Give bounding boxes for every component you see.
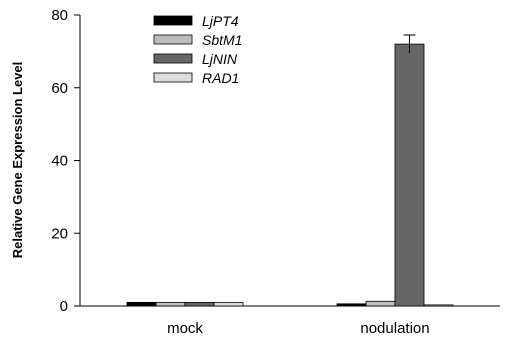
- y-axis-title: Relative Gene Expression Level: [10, 62, 25, 259]
- legend-swatch: [153, 15, 193, 26]
- legend-label: RAD1: [202, 70, 239, 86]
- bar-LjNIN-mock: [184, 301, 215, 307]
- bar-SbtM1-mock: [155, 301, 186, 307]
- category-labels: mock nodulation: [167, 320, 430, 337]
- bar-RAD1-nodulation: [423, 304, 454, 307]
- x-category-label: mock: [167, 320, 203, 337]
- legend-label: LjNIN: [202, 51, 238, 67]
- y-tick-label: 40: [51, 153, 68, 170]
- bar-LjPT4-nodulation: [336, 303, 367, 307]
- legend-swatch: [153, 34, 193, 45]
- y-tick-label: 80: [51, 7, 68, 24]
- bar-LjPT4-mock: [126, 301, 157, 307]
- legend-label: SbtM1: [202, 32, 242, 48]
- x-category-label: nodulation: [360, 320, 429, 337]
- legend-swatch: [153, 53, 193, 64]
- y-tick-label: 20: [51, 225, 68, 242]
- bar-groups: [126, 34, 454, 307]
- bar-LjNIN-nodulation: [394, 43, 425, 307]
- bar-RAD1-mock: [213, 301, 244, 307]
- legend-swatch: [153, 72, 193, 83]
- legend-label: LjPT4: [202, 13, 239, 29]
- y-tick-label: 60: [51, 80, 68, 97]
- legend: LjPT4 SbtM1 LjNIN RAD1: [153, 13, 242, 86]
- bar-SbtM1-nodulation: [365, 300, 396, 307]
- y-tick-label: 0: [60, 298, 68, 315]
- y-axis-ticks: 0 20 40 60 80: [51, 7, 80, 315]
